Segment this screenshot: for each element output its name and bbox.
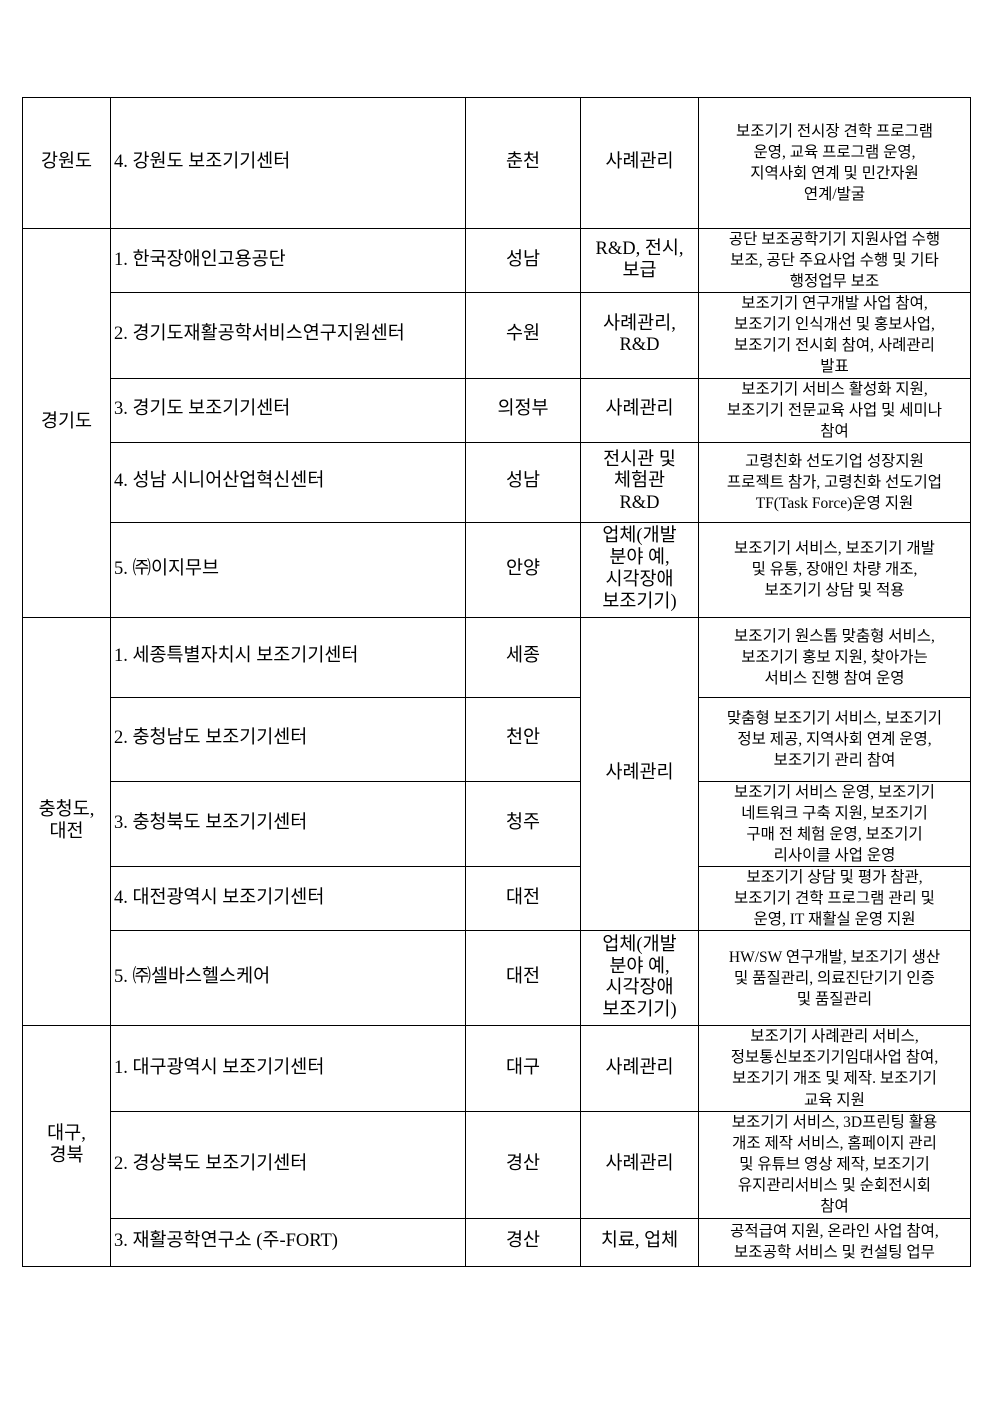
org-name-cell: 2. 충청남도 보조기기센터 [110,696,466,782]
table-row: 4. 성남 시니어산업혁신센터 성남 전시관 및 체험관 R&D 고령친화 선도… [23,441,971,523]
table-row: 2. 충청남도 보조기기센터 천안 맞춤형 보조기기 서비스, 보조기기 정보 … [23,696,971,782]
description-cell: 보조기기 서비스, 3D프린팅 활용 개조 제작 서비스, 홈페이지 관리 및 … [698,1110,971,1219]
description-cell: 보조기기 원스톱 맞춤형 서비스, 보조기기 홍보 지원, 찾아가는 서비스 진… [698,616,971,698]
table-row: 강원도 4. 강원도 보조기기센터 춘천 사례관리 보조기기 전시장 견학 프로… [22,97,971,229]
table-row: 3. 경기도 보조기기센터 의정부 사례관리 보조기기 서비스 활성화 지원, … [23,377,971,443]
org-name-cell: 2. 경기도재활공학서비스연구지원센터 [110,292,466,379]
org-name-cell: 1. 대구광역시 보조기기센터 [110,1025,466,1112]
description-cell: 공적급여 지원, 온라인 사업 참여, 보조공학 서비스 및 컨설팅 업무 [698,1217,971,1267]
org-name-cell: 4. 대전광역시 보조기기센터 [110,866,466,932]
org-name-cell: 3. 충청북도 보조기기센터 [110,780,466,868]
org-name-cell: 4. 성남 시니어산업혁신센터 [110,441,466,523]
city-cell: 대전 [465,866,581,932]
city-cell: 경산 [465,1217,581,1267]
description-cell: 보조기기 상담 및 평가 참관, 보조기기 견학 프로그램 관리 및 운영, I… [698,866,971,932]
region-cell: 경기도 [22,228,111,618]
description-cell: 보조기기 서비스 운영, 보조기기 네트워크 구축 지원, 보조기기 구매 전 … [698,780,971,868]
role-cell: 치료, 업체 [580,1217,699,1267]
role-cell: 사례관리, R&D [580,292,699,379]
city-cell: 청주 [465,780,581,868]
role-cell-merged: 사례관리 [580,616,699,932]
description-cell: 공단 보조공학기기 지원사업 수행 보조, 공단 주요사업 수행 및 기타 행정… [698,227,971,294]
description-cell: HW/SW 연구개발, 보조기기 생산 및 품질관리, 의료진단기기 인증 및 … [698,930,971,1027]
org-name-cell: 5. ㈜셀바스헬스케어 [110,930,466,1027]
role-cell: 업체(개발 분야 예, 시각장애 보조기기) [580,521,699,618]
city-cell: 천안 [465,696,581,782]
role-cell: 전시관 및 체험관 R&D [580,441,699,523]
city-cell: 경산 [465,1110,581,1219]
role-cell: 사례관리 [580,1110,699,1219]
description-cell: 보조기기 서비스 활성화 지원, 보조기기 전문교육 사업 및 세미나 참여 [698,377,971,443]
table-row: 3. 충청북도 보조기기센터 청주 보조기기 서비스 운영, 보조기기 네트워크… [23,780,971,868]
region-cell: 대구, 경북 [22,1025,111,1267]
table-row: 3. 재활공학연구소 (주-FORT) 경산 치료, 업체 공적급여 지원, 온… [23,1217,971,1267]
table-row: 2. 경기도재활공학서비스연구지원센터 수원 사례관리, R&D 보조기기 연구… [23,292,971,379]
table-row: 충청도, 대전 1. 세종특별자치시 보조기기센터 세종 사례관리 보조기기 원… [22,616,971,1027]
description-cell: 고령친화 선도기업 성장지원 프로젝트 참가, 고령친화 선도기업 TF(Tas… [698,441,971,523]
city-cell: 성남 [465,441,581,523]
city-cell: 안양 [465,521,581,618]
city-cell: 대전 [465,930,581,1027]
org-name-cell: 3. 재활공학연구소 (주-FORT) [110,1217,466,1267]
org-name-cell: 4. 강원도 보조기기센터 [110,97,466,229]
table-row: 대구, 경북 1. 대구광역시 보조기기센터 대구 사례관리 보조기기 사례관리… [22,1025,971,1267]
table-row: 5. ㈜셀바스헬스케어 대전 업체(개발 분야 예, 시각장애 보조기기) HW… [23,930,971,1027]
org-name-cell: 2. 경상북도 보조기기센터 [110,1110,466,1219]
role-cell: 사례관리 [580,377,699,443]
table-row: 5. ㈜이지무브 안양 업체(개발 분야 예, 시각장애 보조기기) 보조기기 … [23,521,971,618]
description-cell: 보조기기 전시장 견학 프로그램 운영, 교육 프로그램 운영, 지역사회 연계… [698,97,971,229]
city-cell: 세종 [465,616,581,698]
city-cell: 춘천 [465,97,581,229]
org-name-cell: 3. 경기도 보조기기센터 [110,377,466,443]
role-cell: 사례관리 [580,1025,699,1112]
org-name-cell: 1. 세종특별자치시 보조기기센터 [110,616,466,698]
region-cell: 충청도, 대전 [22,616,111,1027]
org-name-cell: 5. ㈜이지무브 [110,521,466,618]
description-cell: 보조기기 사례관리 서비스, 정보통신보조기기임대사업 참여, 보조기기 개조 … [698,1025,971,1112]
description-cell: 보조기기 연구개발 사업 참여, 보조기기 인식개선 및 홍보사업, 보조기기 … [698,292,971,379]
role-cell: R&D, 전시, 보급 [580,227,699,294]
role-cell: 업체(개발 분야 예, 시각장애 보조기기) [580,930,699,1027]
table-row: 4. 대전광역시 보조기기센터 대전 보조기기 상담 및 평가 참관, 보조기기… [23,866,971,932]
city-cell: 수원 [465,292,581,379]
description-cell: 맞춤형 보조기기 서비스, 보조기기 정보 제공, 지역사회 연계 운영, 보조… [698,696,971,782]
table-row: 경기도 1. 한국장애인고용공단 성남 R&D, 전시, 보급 공단 보조공학기… [22,227,971,618]
region-cell: 강원도 [22,97,111,229]
role-cell: 사례관리 [580,97,699,229]
table-row: 2. 경상북도 보조기기센터 경산 사례관리 보조기기 서비스, 3D프린팅 활… [23,1110,971,1219]
city-cell: 성남 [465,227,581,294]
org-name-cell: 1. 한국장애인고용공단 [110,227,466,294]
city-cell: 대구 [465,1025,581,1112]
description-cell: 보조기기 서비스, 보조기기 개발 및 유통, 장애인 차량 개조, 보조기기 … [698,521,971,618]
city-cell: 의정부 [465,377,581,443]
support-centers-table: 강원도 4. 강원도 보조기기센터 춘천 사례관리 보조기기 전시장 견학 프로… [22,97,971,1267]
